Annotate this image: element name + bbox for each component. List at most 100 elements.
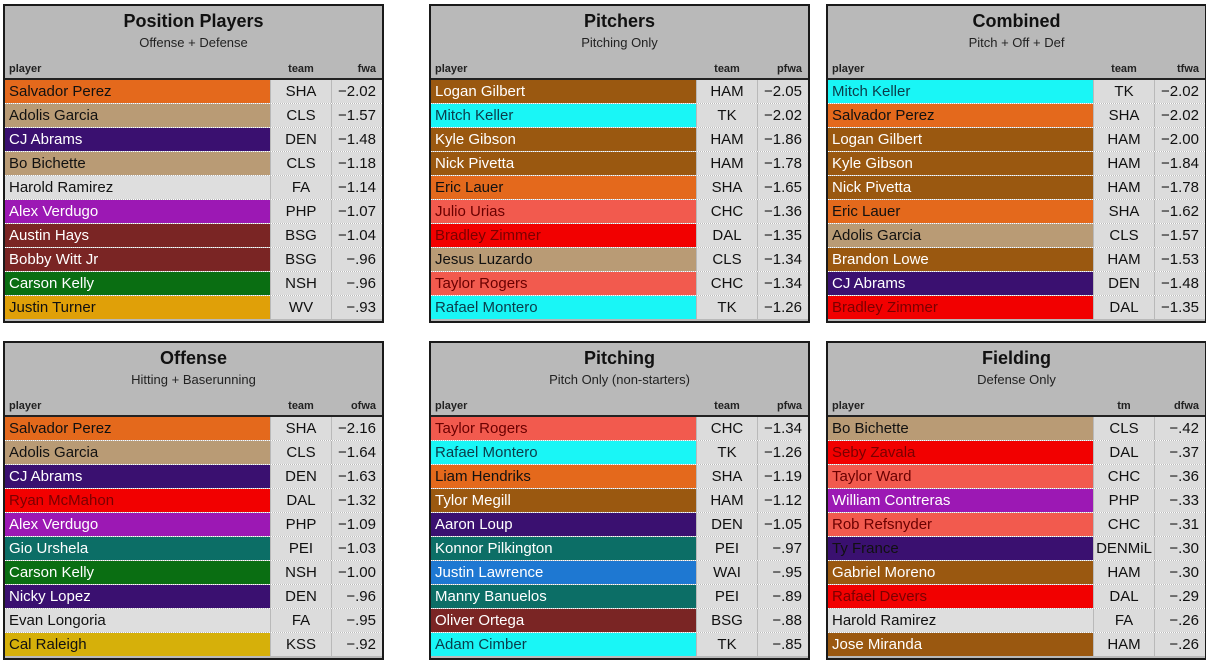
team-code: DENMiL	[1094, 537, 1154, 560]
panel-title: Fielding	[982, 348, 1051, 368]
team-code: TK	[697, 441, 757, 464]
war-value: −1.35	[758, 224, 808, 247]
panel-header: Pitching Pitch Only (non-starters)	[431, 343, 808, 393]
team-code: PHP	[1094, 489, 1154, 512]
war-value: −1.04	[332, 224, 382, 247]
player-name: Alex Verdugo	[5, 513, 270, 536]
table-row: Aaron Loup DEN −1.05	[431, 513, 808, 537]
war-value: −1.19	[758, 465, 808, 488]
team-code: HAM	[1094, 633, 1154, 656]
table-row: Harold Ramirez FA −.26	[828, 609, 1205, 633]
player-name: CJ Abrams	[5, 465, 270, 488]
war-value: −1.34	[758, 272, 808, 295]
player-name: Manny Banuelos	[431, 585, 696, 608]
player-name: Rafael Montero	[431, 441, 696, 464]
player-name: Nicky Lopez	[5, 585, 270, 608]
team-code: HAM	[1094, 248, 1154, 271]
war-value: −1.35	[1155, 296, 1205, 319]
war-value: −1.65	[758, 176, 808, 199]
player-name: Kyle Gibson	[431, 128, 696, 151]
column-headers: player team fwa	[5, 56, 382, 80]
war-value: −1.32	[332, 489, 382, 512]
player-name: Taylor Rogers	[431, 272, 696, 295]
table-row: Logan Gilbert HAM −2.05	[431, 80, 808, 104]
table-row: CJ Abrams DEN −1.63	[5, 465, 382, 489]
table-row: Bo Bichette CLS −.42	[828, 417, 1205, 441]
player-name: Adam Cimber	[431, 633, 696, 656]
table-row: Austin Hays BSG −1.04	[5, 224, 382, 248]
war-value: −1.48	[1155, 272, 1205, 295]
table-row: Eric Lauer SHA −1.62	[828, 200, 1205, 224]
team-code: HAM	[1094, 152, 1154, 175]
player-name: Logan Gilbert	[828, 128, 1093, 151]
player-name: Rafael Montero	[431, 296, 696, 319]
table-row: Mitch Keller TK −2.02	[431, 104, 808, 128]
column-header-value: tfwa	[1177, 63, 1199, 75]
player-name: Justin Lawrence	[431, 561, 696, 584]
team-code: HAM	[697, 80, 757, 103]
table-row: Kyle Gibson HAM −1.86	[431, 128, 808, 152]
war-value: −.89	[758, 585, 808, 608]
panel-subtitle: Offense + Defense	[139, 35, 248, 50]
leaderboard-panel: Pitching Pitch Only (non-starters) player t…	[429, 341, 810, 660]
panel-header: Fielding Defense Only	[828, 343, 1205, 393]
team-code: CHC	[1094, 513, 1154, 536]
war-value: −1.34	[758, 248, 808, 271]
player-name: CJ Abrams	[5, 128, 270, 151]
team-code: TK	[697, 104, 757, 127]
player-name: Austin Hays	[5, 224, 270, 247]
table-row: Tylor Megill HAM −1.12	[431, 489, 808, 513]
table-row: Rafael Montero TK −1.26	[431, 296, 808, 320]
team-code: NSH	[271, 272, 331, 295]
table-row: Alex Verdugo PHP −1.09	[5, 513, 382, 537]
team-code: DAL	[1094, 441, 1154, 464]
player-name: Justin Turner	[5, 296, 270, 319]
war-value: −1.63	[332, 465, 382, 488]
team-code: CLS	[271, 441, 331, 464]
player-name: Ty France	[828, 537, 1093, 560]
team-code: SHA	[1094, 104, 1154, 127]
player-name: Oliver Ortega	[431, 609, 696, 632]
player-name: Adolis Garcia	[5, 104, 270, 127]
table-row: Nicky Lopez DEN −.96	[5, 585, 382, 609]
column-header-player: player	[9, 63, 42, 75]
panel-title: Offense	[159, 348, 228, 368]
player-name: William Contreras	[828, 489, 1093, 512]
team-code: SHA	[271, 80, 331, 103]
player-name: Gabriel Moreno	[828, 561, 1093, 584]
war-value: −.31	[1155, 513, 1205, 536]
war-value: −2.05	[758, 80, 808, 103]
team-code: DAL	[697, 224, 757, 247]
war-value: −2.02	[332, 80, 382, 103]
table-row: Cal Raleigh KSS −.92	[5, 633, 382, 657]
panel-subtitle: Pitch Only (non-starters)	[549, 372, 690, 387]
team-code: DEN	[271, 128, 331, 151]
team-code: HAM	[1094, 561, 1154, 584]
war-value: −.95	[758, 561, 808, 584]
column-header-value: fwa	[357, 63, 376, 75]
panel-header: Offense Hitting + Baserunning	[5, 343, 382, 393]
war-value: −1.18	[332, 152, 382, 175]
war-value: −.30	[1155, 561, 1205, 584]
table-row: Rafael Devers DAL −.29	[828, 585, 1205, 609]
war-value: −.95	[332, 609, 382, 632]
war-value: −.37	[1155, 441, 1205, 464]
war-value: −1.53	[1155, 248, 1205, 271]
table-row: Bradley Zimmer DAL −1.35	[431, 224, 808, 248]
player-name: Seby Zavala	[828, 441, 1093, 464]
war-value: −1.34	[758, 417, 808, 440]
war-value: −1.78	[758, 152, 808, 175]
war-value: −2.02	[1155, 104, 1205, 127]
player-name: Jose Miranda	[828, 633, 1093, 656]
table-row: Ryan McMahon DAL −1.32	[5, 489, 382, 513]
team-code: PHP	[271, 513, 331, 536]
team-code: BSG	[697, 609, 757, 632]
war-value: −.36	[1155, 465, 1205, 488]
table-row: Logan Gilbert HAM −2.00	[828, 128, 1205, 152]
table-row: Alex Verdugo PHP −1.07	[5, 200, 382, 224]
column-headers: player team ofwa	[5, 393, 382, 417]
player-name: Aaron Loup	[431, 513, 696, 536]
column-header-team: tm	[1117, 400, 1131, 412]
team-code: HAM	[697, 489, 757, 512]
table-row: Salvador Perez SHA −2.02	[5, 80, 382, 104]
